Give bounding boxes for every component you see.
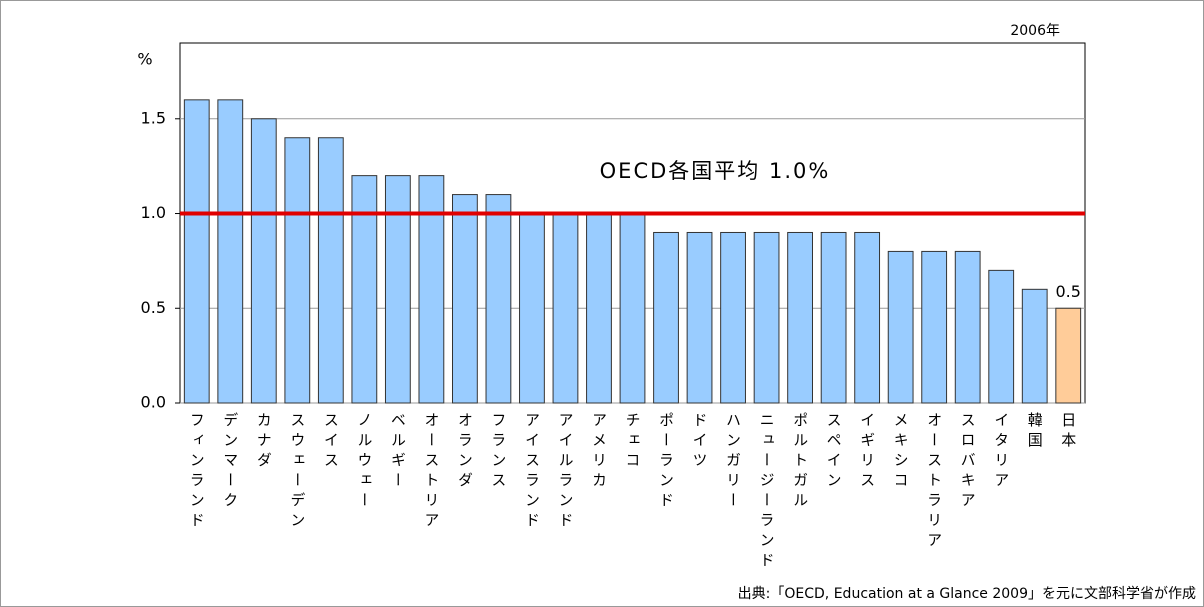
bar [217, 99, 244, 404]
x-tick-label: イタリア [992, 412, 1010, 492]
x-tick-label: イギリス [858, 412, 876, 492]
bar [954, 250, 981, 404]
bar [519, 213, 545, 404]
bar [686, 231, 713, 404]
x-tick-label: フィンランド [188, 412, 206, 532]
x-tick-label: 韓国 [1026, 412, 1044, 452]
x-tick-label: ポーランド [657, 412, 675, 512]
x-tick-label: スイス [322, 412, 340, 472]
y-tick-label: 0.0 [141, 393, 166, 412]
y-tick-label: 0.5 [141, 298, 166, 317]
x-tick-label: 日本 [1059, 412, 1077, 452]
x-tick-label: スウェーデン [288, 412, 306, 532]
x-tick-label: ノルウェー [355, 412, 373, 512]
bar [183, 99, 210, 404]
x-tick-label: アイルランド [556, 412, 574, 532]
bar [854, 231, 881, 404]
bar [351, 175, 378, 404]
x-tick-label: アメリカ [590, 412, 608, 492]
bar [988, 269, 1015, 404]
bar [787, 231, 813, 404]
y-tick-label: 1.0 [141, 203, 166, 222]
bar [653, 231, 679, 404]
bar [753, 231, 780, 404]
x-tick-label: ハンガリー [724, 412, 742, 512]
bar [250, 118, 277, 404]
x-tick-label: メキシコ [892, 412, 910, 492]
x-tick-label: オーストラリア [925, 412, 943, 552]
bar [1021, 288, 1048, 404]
x-tick-label: スロバキア [959, 412, 977, 512]
bar [418, 175, 445, 404]
subtitle: 2006年 [1010, 23, 1060, 39]
x-tick-label: ドイツ [691, 412, 709, 472]
reference-label: OECD各国平均 1.0% [600, 159, 831, 183]
bar [619, 213, 646, 404]
x-tick-label: オランダ [456, 412, 474, 492]
bar [485, 194, 512, 404]
bar [284, 137, 311, 404]
source: 出典:「OECD, Education at a Glance 2009」を元に… [738, 586, 1196, 602]
bar [1055, 307, 1082, 404]
x-tick-label: アイスランド [523, 412, 541, 532]
y-tick-label: 1.5 [141, 108, 166, 127]
x-tick-label: カナダ [255, 412, 273, 472]
bar [586, 213, 612, 404]
bar [887, 250, 914, 404]
bar [552, 213, 579, 404]
bar [317, 137, 344, 404]
bar [921, 250, 948, 404]
x-tick-label: チェコ [624, 412, 642, 472]
bar [452, 194, 478, 404]
x-tick-label: ポルトガル [791, 412, 809, 512]
x-tick-label: スペイン [825, 412, 843, 492]
x-tick-label: ニュージーランド [758, 412, 776, 572]
x-tick-label: ベルギー [389, 412, 407, 492]
x-tick-label: オーストリア [422, 412, 440, 532]
x-tick-label: フランス [489, 412, 507, 492]
x-tick-label: デンマーク [221, 412, 239, 512]
value-label: 0.5 [1056, 282, 1081, 301]
y-axis-label: % [137, 50, 152, 69]
bar [384, 175, 411, 404]
bar [720, 231, 746, 404]
bar [820, 231, 847, 404]
